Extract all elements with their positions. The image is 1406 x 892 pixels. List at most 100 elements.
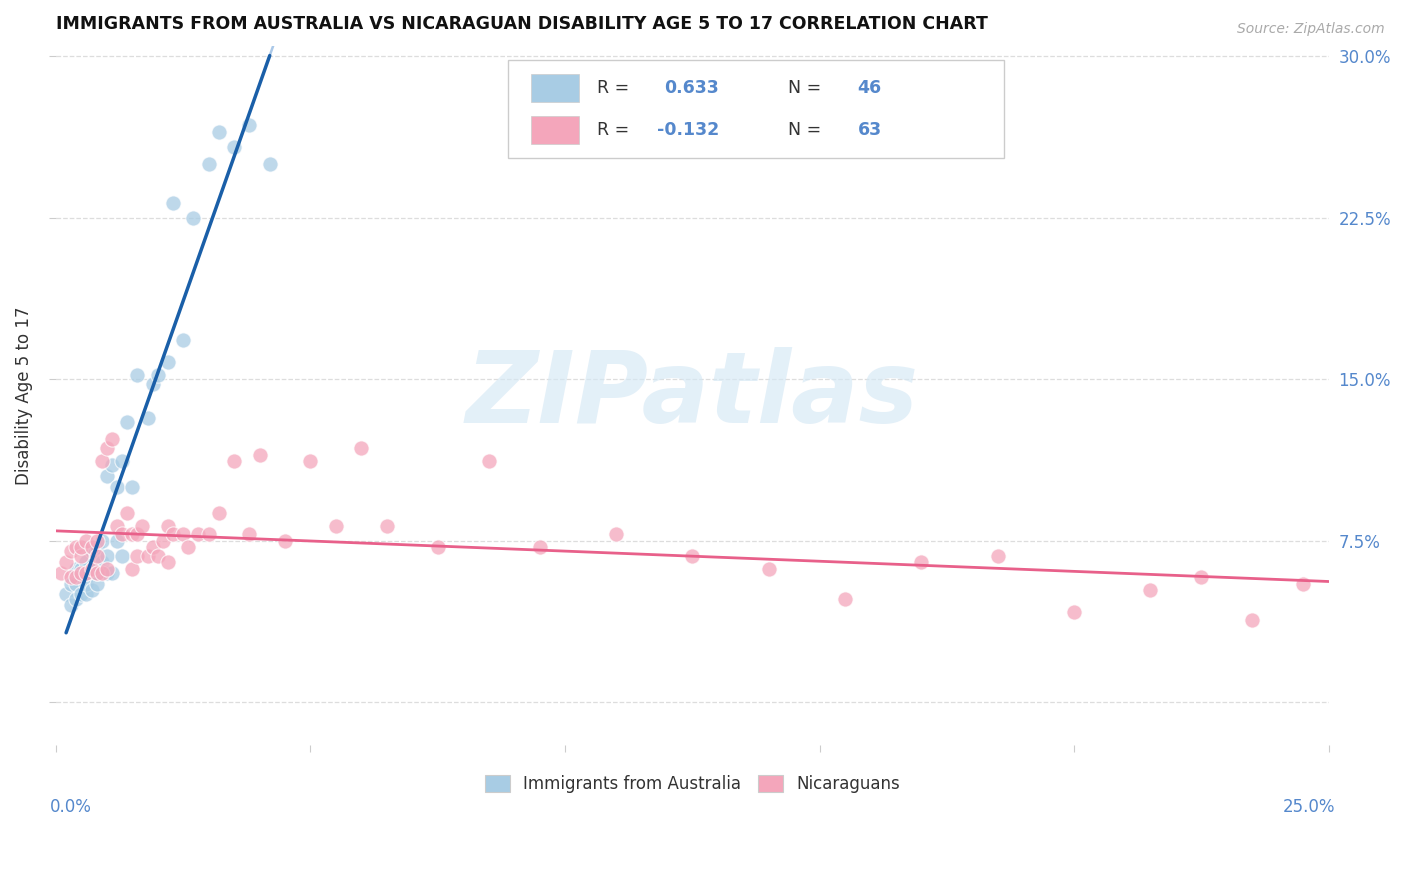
Point [80,540,103,554]
Point [987,549,1010,563]
Point [127,368,149,382]
Point [70,566,93,580]
Point [70,570,93,584]
Point [101,433,124,447]
Text: 63: 63 [858,120,882,138]
Point [183,211,205,225]
Point [156,518,179,533]
Text: 0.633: 0.633 [664,78,718,96]
Point [86,533,108,548]
Point [105,480,128,494]
Point [1063,605,1085,619]
Point [758,561,780,575]
Point [605,527,627,541]
Point [224,454,246,468]
Point [75,533,97,548]
Point [259,157,281,171]
Point [115,415,138,429]
Text: 0.0%: 0.0% [49,797,91,815]
Point [101,566,124,580]
Point [1139,583,1161,598]
Point [146,368,169,382]
Point [208,125,231,139]
Point [142,376,165,391]
Point [55,587,77,601]
Point [96,561,118,575]
Point [127,527,149,541]
Y-axis label: Disability Age 5 to 17: Disability Age 5 to 17 [15,306,32,484]
Point [60,598,83,612]
Point [478,454,501,468]
Text: -0.132: -0.132 [657,120,718,138]
Point [75,587,97,601]
Point [96,469,118,483]
Point [86,566,108,580]
Point [121,527,143,541]
Point [172,527,194,541]
Point [90,566,112,580]
Point [127,549,149,563]
FancyBboxPatch shape [508,60,1004,158]
Point [105,518,128,533]
Point [1241,613,1264,627]
Point [70,587,93,601]
Point [681,549,703,563]
Point [152,533,174,548]
Text: R =: R = [596,120,634,138]
Point [75,555,97,569]
Point [65,591,87,606]
Point [249,448,271,462]
Point [162,527,184,541]
Point [96,441,118,455]
Point [136,549,159,563]
Point [162,195,184,210]
Point [910,555,932,569]
Point [274,533,297,548]
Text: ZIPatlas: ZIPatlas [465,347,920,444]
Point [1292,576,1315,591]
Point [136,411,159,425]
Point [111,527,134,541]
Point [101,458,124,473]
Point [70,561,93,575]
Point [325,518,347,533]
Point [80,561,103,575]
Point [96,566,118,580]
Point [75,566,97,580]
Point [96,549,118,563]
Point [177,540,200,554]
Point [86,566,108,580]
Point [80,561,103,575]
Point [156,555,179,569]
Legend: Immigrants from Australia, Nicaraguans: Immigrants from Australia, Nicaraguans [478,768,907,799]
Point [172,334,194,348]
Point [90,555,112,569]
Point [197,157,219,171]
Point [75,576,97,591]
Text: 46: 46 [858,78,882,96]
Point [86,549,108,563]
Point [529,540,551,554]
Point [238,527,260,541]
Point [60,576,83,591]
Point [834,591,856,606]
Point [80,583,103,598]
Point [86,549,108,563]
Text: N =: N = [787,78,827,96]
Point [208,506,231,520]
Point [86,540,108,554]
Point [86,576,108,591]
Point [121,480,143,494]
Point [80,544,103,558]
Point [197,527,219,541]
Point [90,533,112,548]
Point [65,540,87,554]
Point [299,454,322,468]
Point [70,549,93,563]
Point [121,561,143,575]
Point [49,566,72,580]
Point [70,540,93,554]
Text: N =: N = [787,120,827,138]
Point [111,454,134,468]
Point [115,506,138,520]
